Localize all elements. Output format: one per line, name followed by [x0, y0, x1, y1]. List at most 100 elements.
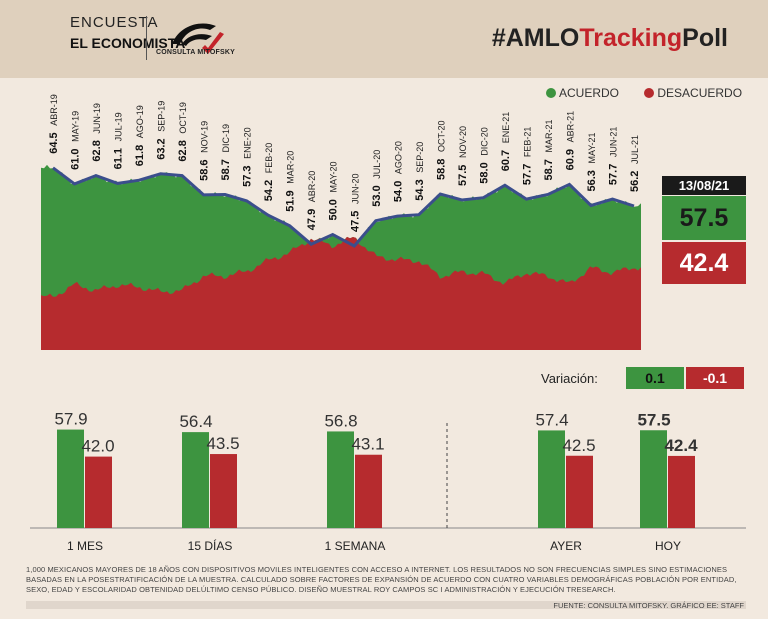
value-label: 63.2 — [156, 138, 168, 159]
value-label: 53.0 — [371, 185, 383, 206]
value-label: 61.8 — [134, 145, 146, 166]
point-label: 53.0 JUL-20 — [371, 150, 383, 207]
bar-category-label: 1 MES — [67, 539, 103, 553]
point-label: 58.7 MAR-21 — [543, 119, 555, 180]
value-label: 62.8 — [91, 140, 103, 161]
value-label: 56.2 — [629, 171, 641, 192]
month-label: ABR-20 — [307, 171, 317, 203]
month-label: FEB-21 — [522, 127, 532, 158]
point-label: 61.8 AGO-19 — [134, 105, 146, 166]
bar-desacuerdo-label: 42.0 — [81, 437, 114, 456]
point-label: 58.7 DIC-19 — [220, 124, 232, 181]
month-label: AGO-20 — [393, 141, 403, 174]
bar-desacuerdo — [210, 454, 237, 528]
point-label: 63.2 SEP-19 — [156, 101, 168, 160]
legend-desacuerdo: DESACUERDO — [657, 86, 743, 100]
month-label: FEB-20 — [264, 143, 274, 174]
current-desacuerdo: 42.4 — [662, 242, 746, 284]
bar-desacuerdo — [668, 455, 695, 528]
variation-desacuerdo: -0.1 — [686, 367, 744, 389]
point-label: 54.3 SEP-20 — [414, 142, 426, 201]
bar-acuerdo — [182, 432, 209, 528]
value-label: 57.5 — [457, 165, 469, 186]
bar-acuerdo-label: 57.5 — [637, 410, 670, 429]
bar-category-label: 1 SEMANA — [325, 539, 386, 553]
bar-acuerdo — [538, 430, 565, 528]
bar-desacuerdo — [355, 454, 382, 528]
comparison-bar-chart: 57.9 42.0 1 MES 56.4 43.5 15 DÍAS 56.8 43.1 1 SE… — [30, 410, 746, 553]
bar-acuerdo — [57, 429, 84, 528]
value-label: 57.3 — [242, 165, 254, 186]
acuerdo-trend-line — [52, 166, 635, 248]
desacuerdo-legend-dot — [644, 88, 655, 98]
bar-acuerdo — [327, 431, 354, 528]
month-label: MAY-21 — [587, 132, 597, 163]
point-label: 64.5 ABR-19 — [48, 94, 60, 154]
bar-acuerdo-label: 56.8 — [324, 411, 357, 430]
point-label: 57.3 ENE-20 — [242, 127, 254, 187]
value-label: 50.0 — [328, 199, 340, 220]
value-label: 57.7 — [521, 164, 533, 185]
month-label: MAY-19 — [71, 111, 81, 142]
point-label: 60.9 ABR-21 — [564, 111, 576, 171]
point-label: 62.8 OCT-19 — [177, 102, 189, 162]
hashtag-prefix: #AMLO — [491, 24, 580, 52]
month-label: JUL-21 — [630, 135, 640, 164]
month-label: ENE-21 — [501, 112, 511, 144]
bar-category-label: 15 DÍAS — [188, 538, 233, 553]
month-label: JUN-20 — [350, 173, 360, 204]
point-label: 62.8 JUN-19 — [91, 103, 103, 162]
point-label: 61.1 JUL-19 — [113, 112, 125, 169]
value-label: 54.2 — [263, 180, 275, 201]
value-label: 60.9 — [564, 149, 576, 170]
point-label: 56.3 MAY-21 — [586, 132, 598, 191]
value-label: 54.0 — [392, 181, 404, 202]
bar-category-label: HOY — [655, 539, 681, 553]
value-label: 47.9 — [306, 209, 318, 230]
point-label: 57.5 NOV-20 — [457, 126, 469, 186]
value-label: 51.9 — [285, 190, 297, 211]
brand-line1: ENCUESTA — [70, 14, 159, 31]
tracking-area-chart: 64.5 ABR-19 61.0 MAY-19 62.8 JUN-19 61.1 JUL-19… — [41, 94, 641, 350]
month-label: OCT-20 — [436, 120, 446, 152]
month-label: ENE-20 — [243, 127, 253, 159]
value-label: 54.3 — [414, 179, 426, 200]
month-label: ABR-19 — [49, 94, 59, 126]
value-label: 58.7 — [543, 159, 555, 180]
bar-desacuerdo-label: 43.5 — [206, 434, 239, 453]
bar-acuerdo-label: 57.9 — [54, 410, 87, 429]
point-label: 58.8 OCT-20 — [435, 120, 447, 180]
acuerdo-legend-dot — [546, 88, 556, 98]
month-label: AGO-19 — [135, 105, 145, 138]
month-label: SEP-20 — [415, 142, 425, 173]
value-label: 56.3 — [586, 170, 598, 191]
bar-acuerdo-label: 57.4 — [535, 410, 568, 429]
logo-text: CONSULTA MITOFSKY — [156, 49, 235, 56]
month-label: NOV-20 — [458, 126, 468, 158]
point-label: 54.0 AGO-20 — [392, 141, 404, 202]
header-divider — [146, 16, 147, 60]
point-label: 57.7 JUN-21 — [608, 127, 620, 186]
header-bar: ENCUESTA EL ECONOMISTA CONSULTA MITOFSKY… — [0, 0, 768, 78]
point-label: 50.0 MAY-20 — [328, 161, 340, 220]
month-label: MAR-21 — [544, 119, 554, 152]
bar-desacuerdo — [85, 456, 112, 528]
month-label: JUN-19 — [92, 103, 102, 134]
value-label: 62.8 — [177, 140, 189, 161]
bar-desacuerdo — [566, 455, 593, 528]
point-label: 57.7 FEB-21 — [521, 127, 533, 186]
mitofsky-logo-icon — [172, 23, 224, 54]
point-label: 54.2 FEB-20 — [263, 143, 275, 202]
point-label: 60.7 ENE-21 — [500, 112, 512, 172]
bar-acuerdo — [640, 430, 667, 528]
value-label: 64.5 — [48, 132, 60, 153]
month-label: JUL-20 — [372, 150, 382, 179]
value-label: 61.1 — [113, 148, 125, 169]
month-label: NOV-19 — [200, 121, 210, 153]
desacuerdo-area — [41, 236, 641, 350]
methodology-footnote: 1,000 MEXICANOS MAYORES DE 18 AÑOS CON D… — [26, 565, 737, 594]
current-acuerdo: 57.5 — [662, 196, 746, 240]
current-date: 13/08/21 — [662, 176, 746, 195]
bar-acuerdo-label: 56.4 — [179, 412, 212, 431]
value-label: 47.5 — [349, 211, 361, 232]
